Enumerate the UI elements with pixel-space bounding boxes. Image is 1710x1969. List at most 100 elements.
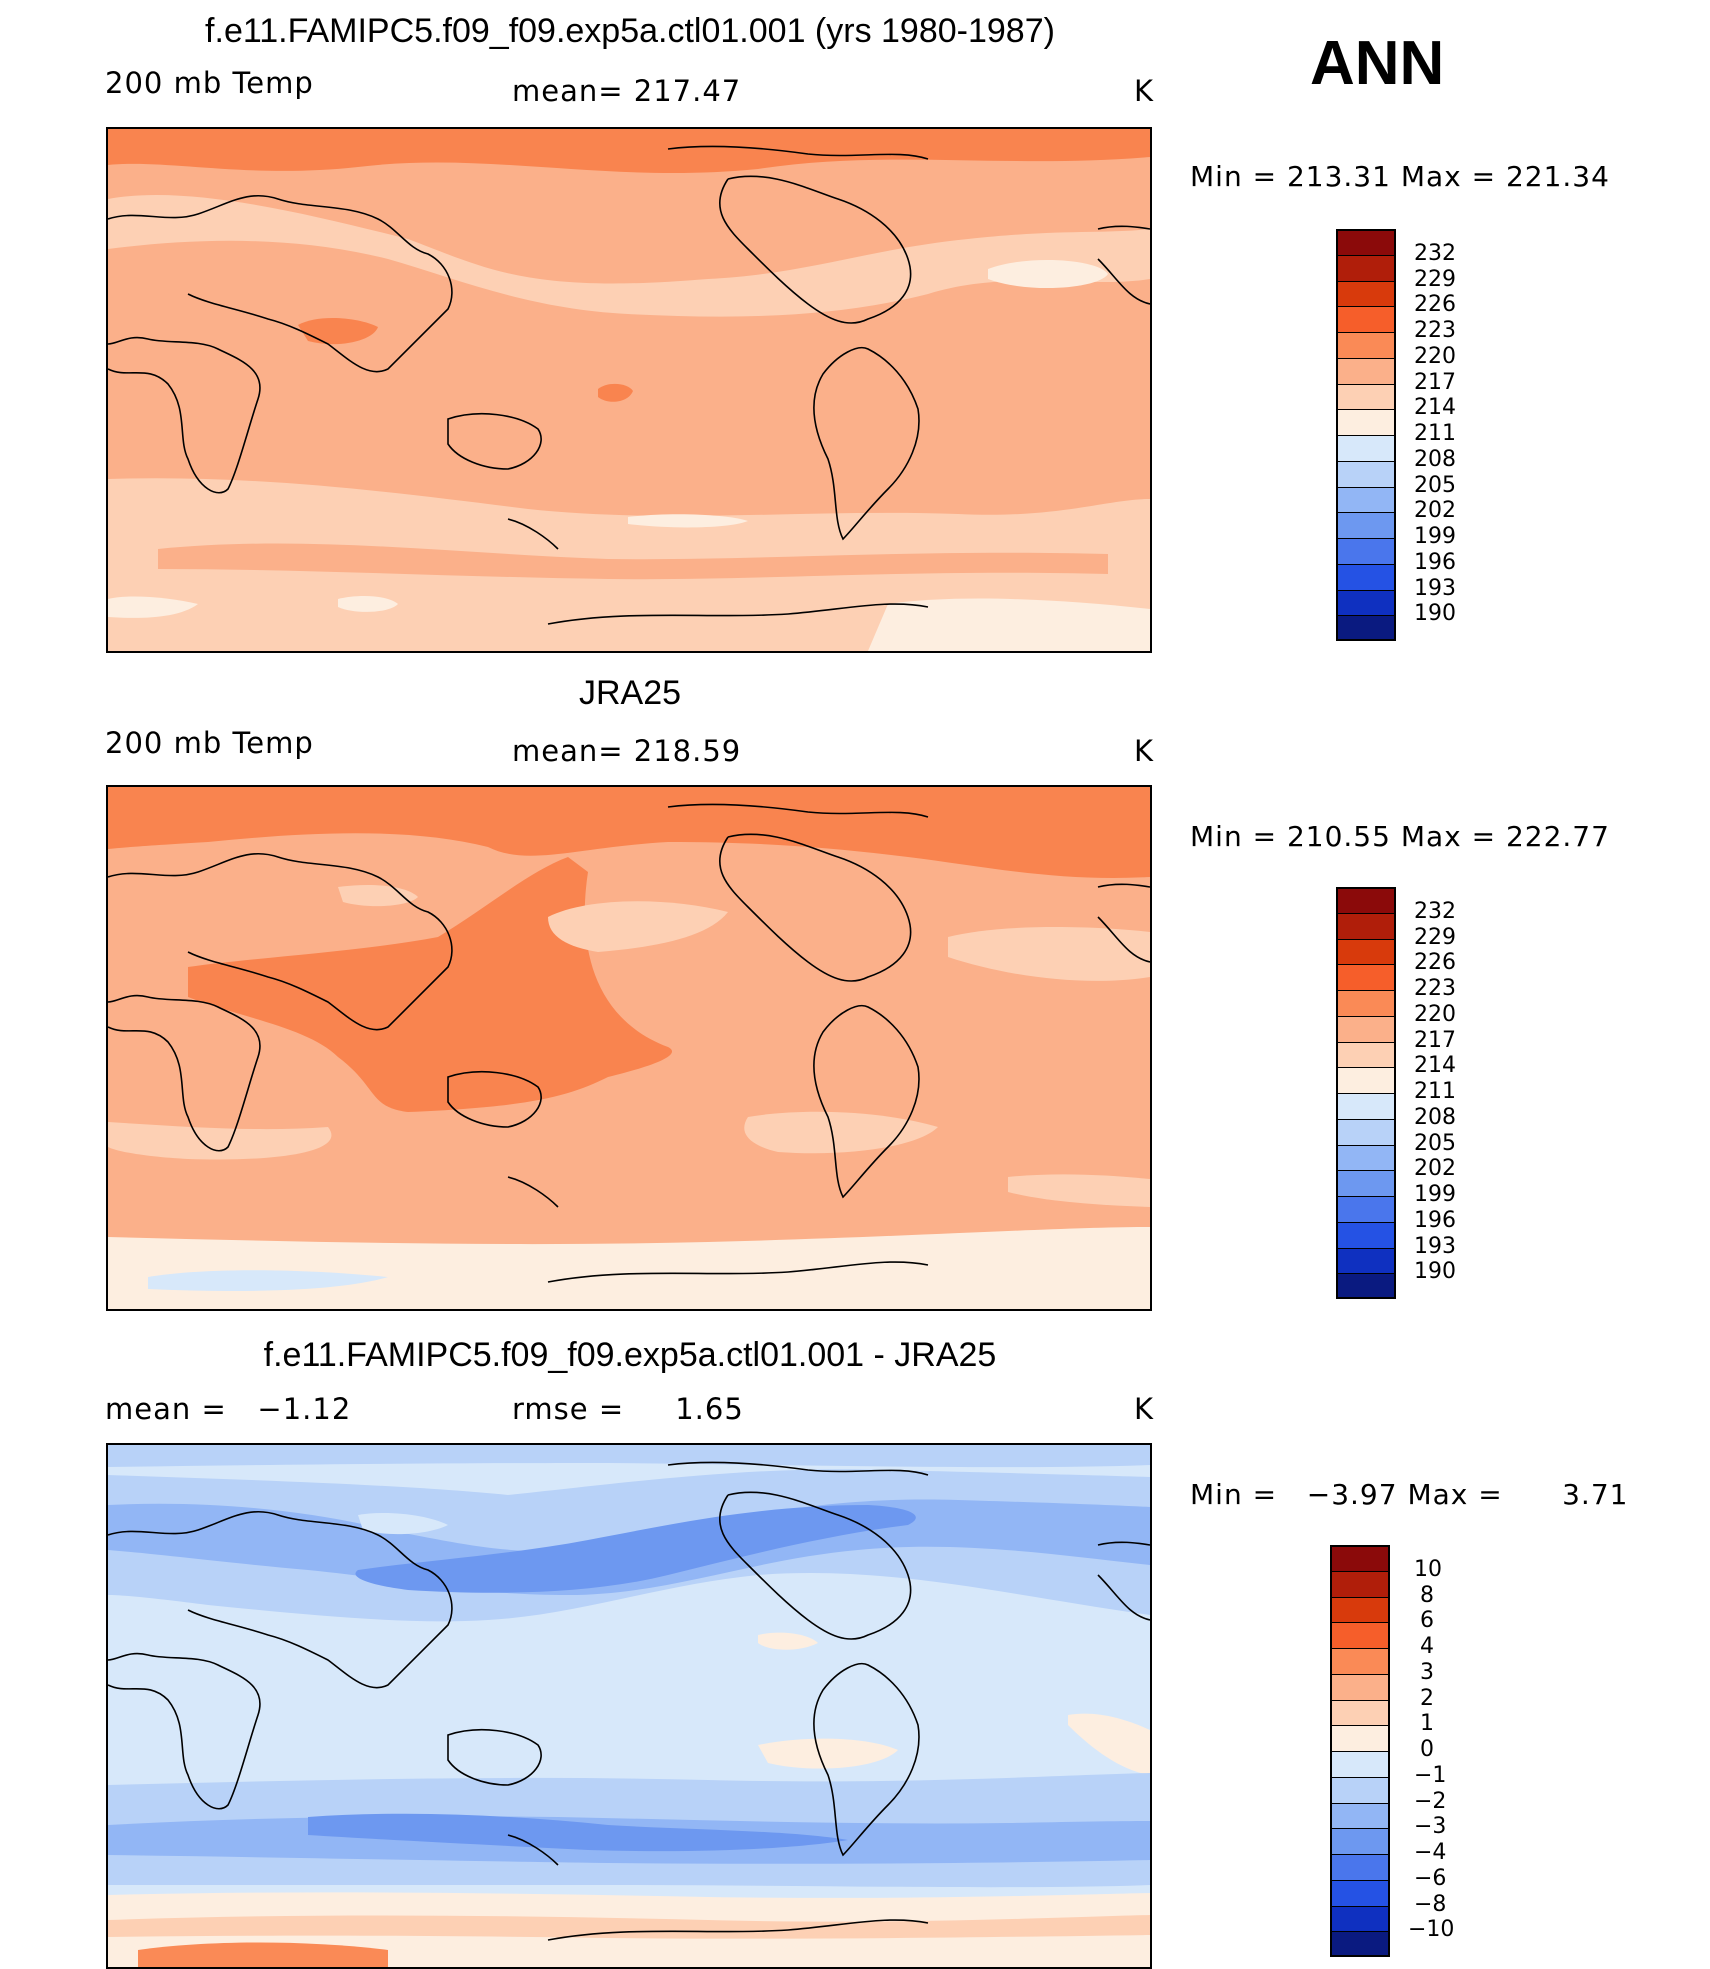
colorbar-swatch xyxy=(1330,1802,1390,1829)
panel-3-atlantic-warm-spot xyxy=(1068,1713,1150,1775)
panel-2-colorbar-label: 226 xyxy=(1414,950,1456,975)
panel-1-colorbar-label: 202 xyxy=(1414,498,1456,523)
panel-1-pacific-warm-spot xyxy=(598,383,633,402)
colorbar-swatch xyxy=(1336,1118,1396,1145)
colorbar-swatch xyxy=(1336,280,1396,307)
colorbar-swatch xyxy=(1330,1596,1390,1623)
panel-2-colorbar-label: 193 xyxy=(1414,1234,1456,1259)
panel-3-pacific-warm-spot xyxy=(758,1632,818,1650)
panel-2-contour-field xyxy=(108,787,1150,1309)
panel-3-colorbar-label: 2 xyxy=(1420,1686,1434,1711)
colorbar-swatch xyxy=(1330,1545,1390,1571)
panel-2-colorbar-label: 211 xyxy=(1414,1079,1456,1104)
colorbar-swatch xyxy=(1336,538,1396,564)
panel-2-colorbar: 232 229 226 223 220 217 214 211 208 205 … xyxy=(1336,887,1506,1299)
panel-1-colorbar-label: 214 xyxy=(1414,395,1456,420)
colorbar-swatch xyxy=(1336,1221,1396,1248)
panel-2-colorbar-label: 199 xyxy=(1414,1182,1456,1207)
colorbar-swatch xyxy=(1336,589,1396,616)
colorbar-swatch xyxy=(1336,332,1396,358)
panel-2-units-label: K xyxy=(1134,734,1155,768)
panel-2-colorbar-label: 208 xyxy=(1414,1105,1456,1130)
panel-2-sh-cool-spot-2 xyxy=(744,1111,938,1154)
panel-2-coastlines xyxy=(108,803,1150,1283)
panel-2-north-band xyxy=(108,787,1150,878)
panel-2-pacific-cool-spot xyxy=(548,901,728,952)
panel-1-sh-warm-ribbon xyxy=(158,543,1108,580)
panel-3-asia-pale-spot xyxy=(358,1513,448,1535)
colorbar-swatch xyxy=(1336,254,1396,281)
colorbar-swatch xyxy=(1330,1725,1390,1751)
panel-3-antarctic-warm-spot xyxy=(138,1942,388,1967)
panel-3-colorbar-label: 6 xyxy=(1420,1608,1434,1633)
colorbar-swatch xyxy=(1336,1015,1396,1042)
colorbar-swatch xyxy=(1336,1144,1396,1171)
panel-3-title: f.e11.FAMIPC5.f09_f09.exp5a.ctl01.001 - … xyxy=(263,1336,997,1374)
colorbar-swatch xyxy=(1336,1247,1396,1274)
panel-3-rmse-label: rmse = 1.65 xyxy=(512,1392,744,1426)
panel-2-antarctic-cool-spot xyxy=(148,1270,388,1292)
panel-3-nh-band-3 xyxy=(355,1505,916,1593)
panel-2-colorbar-label: 232 xyxy=(1414,899,1456,924)
panel-3-colorbar-label: −8 xyxy=(1414,1892,1447,1917)
colorbar-swatch xyxy=(1336,486,1396,513)
panel-3-minmax-label: Min = −3.97 Max = 3.71 xyxy=(1190,1478,1629,1511)
season-label: ANN xyxy=(1310,29,1445,98)
panel-2-colorbar-label: 205 xyxy=(1414,1131,1456,1156)
colorbar-swatch xyxy=(1336,964,1396,990)
panel-2-colorbar-label: 190 xyxy=(1414,1259,1456,1284)
colorbar-swatch xyxy=(1330,1879,1390,1906)
colorbar-swatch xyxy=(1336,563,1396,590)
panel-2-colorbar-label: 217 xyxy=(1414,1028,1456,1053)
panel-2-variable-label: 200 mb Temp xyxy=(105,726,314,760)
colorbar-swatch xyxy=(1336,357,1396,384)
panel-1-colorbar-label: 199 xyxy=(1414,524,1456,549)
panel-1-units-label: K xyxy=(1134,74,1155,108)
colorbar-swatch xyxy=(1336,435,1396,461)
panel-1-north-band xyxy=(108,129,1150,174)
panel-1-antarctic-pale xyxy=(868,598,1150,651)
panel-2-sh-cool-spot-3 xyxy=(1008,1174,1150,1207)
panel-1-coastlines xyxy=(108,145,1150,625)
panel-1-sh-pale-spot xyxy=(628,514,748,528)
colorbar-swatch xyxy=(1336,383,1396,410)
panel-1-colorbar-label: 232 xyxy=(1414,241,1456,266)
colorbar-swatch xyxy=(1330,1570,1390,1597)
panel-3-colorbar-label: −2 xyxy=(1414,1789,1447,1814)
panel-1-contour-field xyxy=(108,129,1150,651)
panel-3-colorbar-label: −4 xyxy=(1414,1840,1447,1865)
colorbar-swatch xyxy=(1330,1699,1390,1726)
panel-1-colorbar-label: 205 xyxy=(1414,473,1456,498)
panel-1-title: f.e11.FAMIPC5.f09_f09.exp5a.ctl01.001 (y… xyxy=(205,12,1055,50)
panel-2-colorbar-label: 196 xyxy=(1414,1208,1456,1233)
colorbar-swatch xyxy=(1336,990,1396,1016)
panel-3-colorbar-label: −10 xyxy=(1408,1917,1455,1942)
panel-3-contour-field xyxy=(108,1445,1150,1967)
panel-3-units-label: K xyxy=(1134,1392,1155,1426)
panel-3-north-edge xyxy=(108,1445,1150,1468)
panel-1-colorbar-label: 208 xyxy=(1414,447,1456,472)
panel-2-colorbar-label: 202 xyxy=(1414,1156,1456,1181)
colorbar-swatch xyxy=(1330,1776,1390,1803)
panel-1-map xyxy=(106,127,1152,653)
panel-3-sh-pacific-warm-spot xyxy=(758,1738,898,1769)
panel-1-colorbar-label: 229 xyxy=(1414,267,1456,292)
colorbar-swatch xyxy=(1336,229,1396,255)
colorbar-swatch xyxy=(1330,1854,1390,1880)
panel-2-title: JRA25 xyxy=(578,674,682,712)
colorbar-swatch xyxy=(1336,1093,1396,1119)
panel-2-sh-cool-spot-1 xyxy=(108,1122,332,1160)
panel-3-mean-label: mean = −1.12 xyxy=(105,1392,352,1426)
colorbar-swatch xyxy=(1336,912,1396,939)
panel-2-minmax-label: Min = 210.55 Max = 222.77 xyxy=(1190,820,1610,853)
panel-3-colorbar-label: 3 xyxy=(1420,1660,1434,1685)
panel-1-sh-pale-spot-2 xyxy=(338,596,398,612)
panel-1-minmax-label: Min = 213.31 Max = 221.34 xyxy=(1190,160,1610,193)
panel-3-colorbar-label: 0 xyxy=(1420,1737,1434,1762)
colorbar-swatch xyxy=(1336,409,1396,435)
panel-2-antarctic-pale xyxy=(108,1227,1150,1309)
colorbar-swatch xyxy=(1336,306,1396,332)
colorbar-swatch xyxy=(1330,1828,1390,1854)
panel-1-sh-pale-spot-3 xyxy=(108,596,198,618)
panel-3-antarctic-warm-ribbon xyxy=(108,1915,1150,1939)
